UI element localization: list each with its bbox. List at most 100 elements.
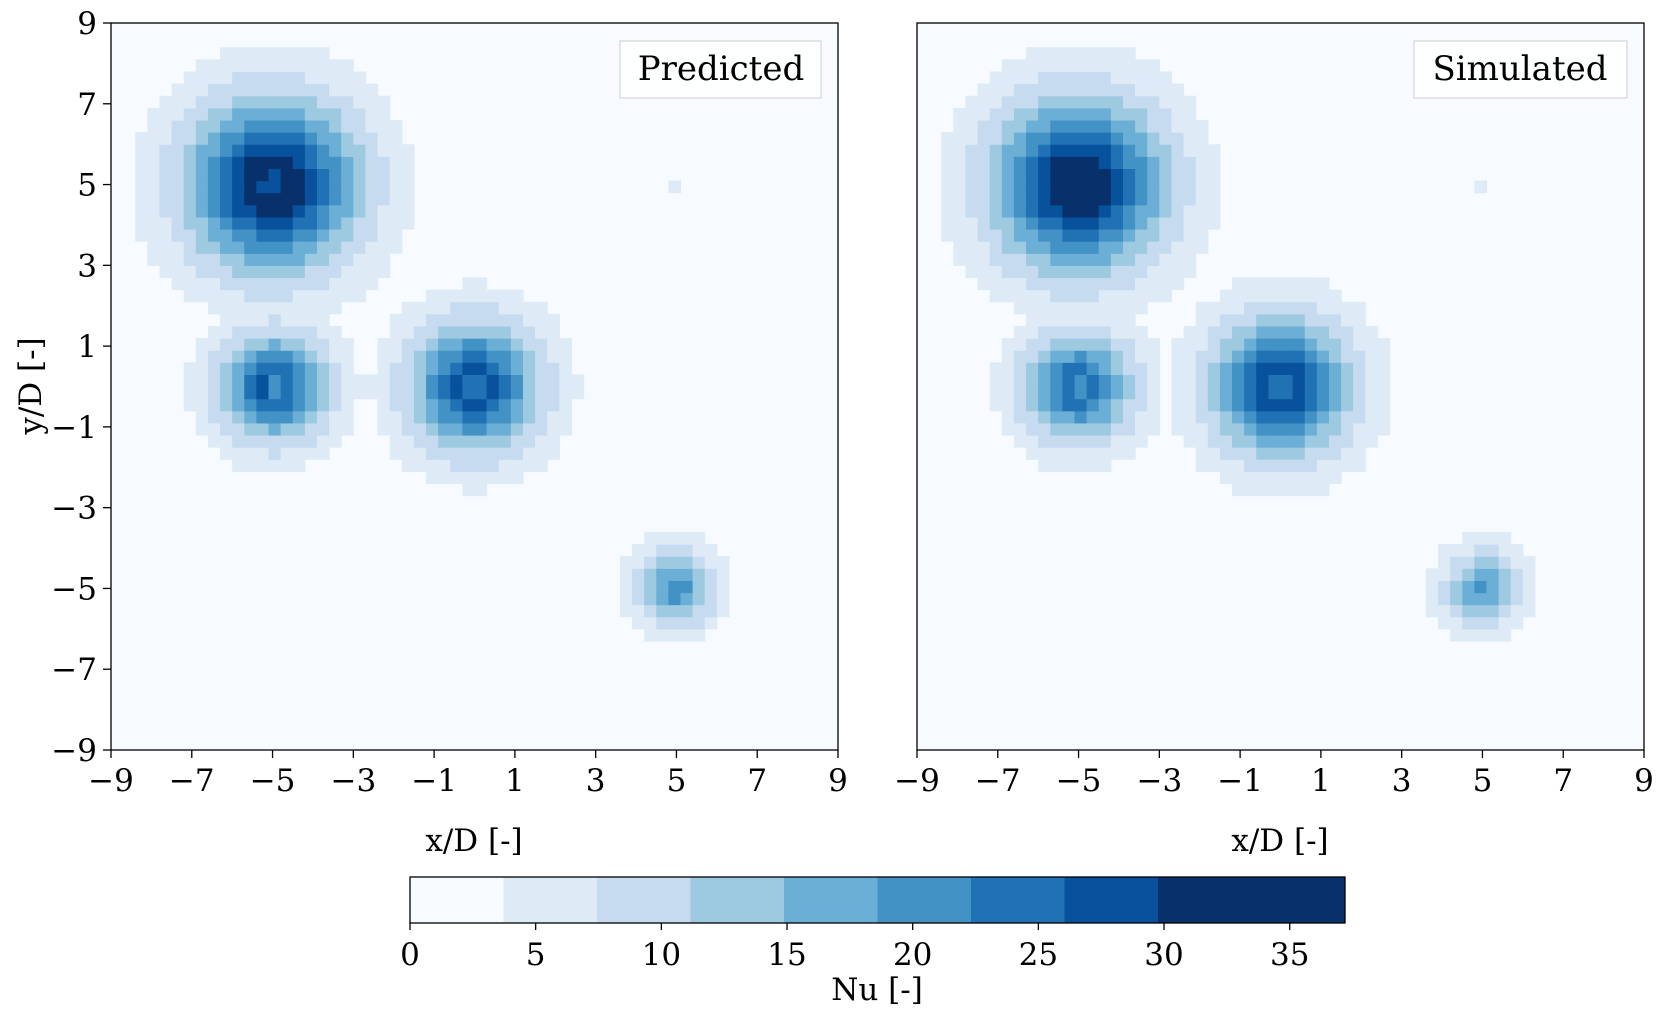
heatmap-cell	[1462, 604, 1475, 618]
heatmap-cell	[195, 228, 209, 242]
heatmap-cell	[195, 386, 209, 400]
heatmap-cell	[1219, 325, 1233, 339]
heatmap-cell	[220, 228, 233, 242]
x-tick-label: 3	[586, 763, 606, 799]
heatmap-cell	[1038, 338, 1051, 351]
heatmap-cell	[1353, 350, 1366, 363]
heatmap-cell	[316, 277, 330, 291]
heatmap-cell	[1341, 386, 1354, 400]
heatmap-cell	[1280, 459, 1294, 472]
heatmap-cell	[304, 95, 318, 109]
heatmap-cell	[1038, 265, 1051, 279]
heatmap-cell	[1207, 192, 1221, 206]
heatmap-cell	[232, 192, 245, 206]
heatmap-cell	[1219, 289, 1233, 303]
heatmap-cell	[1013, 350, 1027, 363]
heatmap-cell	[207, 192, 221, 206]
heatmap-cell	[965, 241, 979, 254]
heatmap-cell	[1122, 447, 1136, 460]
heatmap-cell	[232, 434, 245, 448]
heatmap-cell	[341, 180, 354, 194]
heatmap-cell	[1195, 422, 1209, 436]
heatmap-cell	[1074, 168, 1088, 182]
heatmap-cell	[389, 168, 403, 182]
heatmap-cell	[547, 374, 560, 388]
heatmap-cell	[716, 568, 730, 581]
x-tick-label: −5	[250, 763, 296, 799]
heatmap-cell	[304, 338, 318, 351]
heatmap-cell	[1122, 95, 1136, 109]
heatmap-cell	[644, 544, 657, 557]
heatmap-cell	[953, 180, 967, 194]
heatmap-cell	[341, 132, 354, 145]
heatmap-cell	[1292, 447, 1306, 460]
heatmap-cell	[1232, 434, 1245, 448]
heatmap-cell	[1147, 386, 1160, 400]
heatmap-cell	[941, 144, 954, 157]
heatmap-cell	[1147, 374, 1160, 388]
heatmap-cell	[1256, 459, 1269, 472]
heatmap-cell	[1110, 156, 1124, 169]
heatmap-cell	[195, 338, 209, 351]
heatmap-cell	[522, 325, 536, 339]
heatmap-cell	[1013, 180, 1027, 194]
heatmap-cell	[1110, 204, 1124, 218]
heatmap-cell	[1062, 422, 1076, 436]
heatmap-cell	[953, 119, 967, 133]
heatmap-cell	[522, 313, 536, 327]
heatmap-cell	[656, 592, 669, 606]
heatmap-cell	[220, 216, 233, 230]
heatmap-cell	[1219, 301, 1233, 315]
heatmap-cell	[692, 568, 706, 581]
heatmap-cell	[1122, 301, 1136, 315]
heatmap-cell	[389, 144, 403, 157]
heatmap-cell	[159, 119, 173, 133]
simulated-legend-label: Simulated	[1433, 49, 1608, 89]
heatmap-cell	[1098, 216, 1112, 230]
heatmap-cell	[1474, 531, 1488, 545]
heatmap-cell	[1280, 471, 1294, 485]
heatmap-cell	[941, 168, 954, 182]
heatmap-cell	[1074, 83, 1088, 97]
heatmap-cell	[522, 362, 536, 375]
heatmap-cell	[304, 83, 318, 97]
heatmap-cell	[1341, 362, 1354, 375]
heatmap-cell	[1232, 325, 1245, 339]
heatmap-cell	[668, 616, 682, 630]
heatmap-cell	[147, 168, 161, 182]
heatmap-cell	[232, 459, 245, 472]
heatmap-cell	[268, 301, 282, 315]
heatmap-cell	[1232, 386, 1245, 400]
heatmap-cell	[644, 604, 657, 618]
heatmap-cell	[389, 180, 403, 194]
heatmap-cell	[1098, 434, 1112, 448]
heatmap-cell	[1462, 531, 1475, 545]
heatmap-cell	[207, 338, 221, 351]
heatmap-cell	[1486, 604, 1500, 618]
heatmap-cell	[1074, 119, 1088, 133]
heatmap-cell	[1098, 313, 1112, 327]
heatmap-cell	[1026, 277, 1039, 291]
heatmap-cell	[438, 447, 451, 460]
heatmap-cell	[462, 350, 476, 363]
heatmap-cell	[644, 580, 657, 594]
heatmap-cell	[329, 132, 342, 145]
heatmap-cell	[668, 580, 682, 594]
heatmap-cell	[256, 216, 270, 230]
heatmap-cell	[207, 422, 221, 436]
heatmap-cell	[159, 132, 173, 145]
heatmap-cell	[207, 83, 221, 97]
heatmap-cell	[1268, 471, 1282, 485]
heatmap-cell	[159, 95, 173, 109]
heatmap-cell	[316, 119, 330, 133]
heatmap-cell	[1122, 253, 1136, 266]
heatmap-cell	[377, 362, 391, 375]
heatmap-cell	[989, 119, 1003, 133]
heatmap-cell	[450, 447, 463, 460]
heatmap-cell	[1001, 192, 1015, 206]
heatmap-cell	[1050, 59, 1063, 73]
heatmap-cell	[486, 410, 500, 424]
heatmap-cell	[486, 447, 500, 460]
heatmap-cell	[244, 144, 257, 157]
heatmap-cell	[1207, 447, 1221, 460]
